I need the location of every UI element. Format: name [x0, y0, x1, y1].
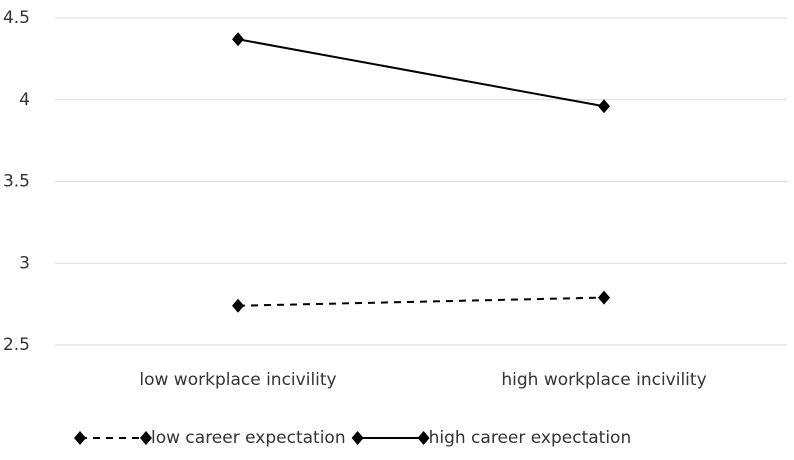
y-tick-label: 3.5: [3, 172, 30, 192]
data-point: [598, 290, 610, 305]
y-tick-label: 3: [19, 253, 30, 273]
series-line: [237, 38, 605, 108]
legend-marker: [417, 431, 430, 445]
data-point: [232, 32, 244, 47]
y-tick-label: 4.5: [3, 8, 30, 28]
legend-marker: [140, 431, 152, 445]
legend-label: low career expectation: [151, 428, 346, 448]
x-tick-label: high workplace incivility: [501, 370, 706, 390]
legend-marker: [351, 431, 364, 445]
y-tick-label: 2.5: [3, 335, 30, 355]
data-point: [598, 99, 610, 114]
y-tick-label: 4: [19, 90, 30, 110]
legend-label: high career expectation: [429, 428, 632, 448]
series-line: [237, 296, 605, 307]
x-tick-label: low workplace incivility: [139, 370, 336, 390]
data-point: [232, 298, 244, 313]
legend-marker: [74, 431, 86, 445]
